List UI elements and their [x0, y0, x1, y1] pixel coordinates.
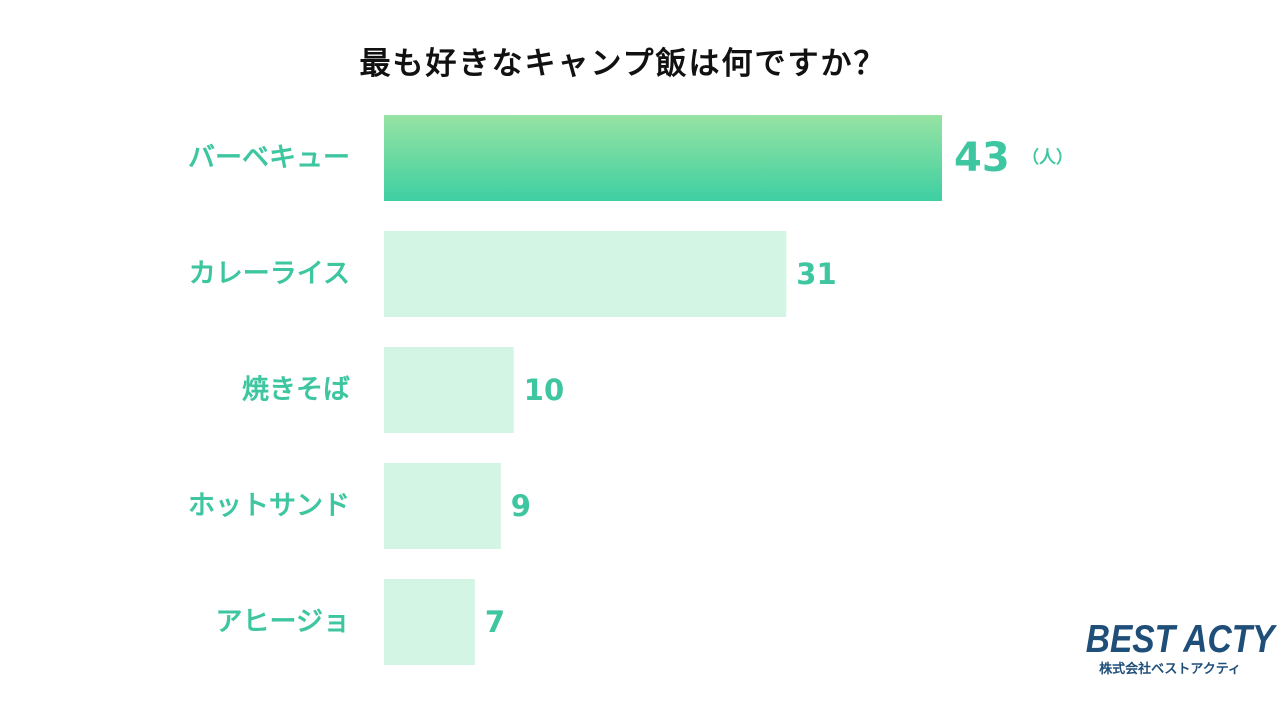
bar [384, 115, 942, 201]
value-label: 43 [954, 135, 1010, 181]
bar [384, 231, 787, 317]
category-label: ホットサンド [188, 491, 350, 522]
bar [384, 347, 514, 433]
chart-title: 最も好きなキャンプ飯は何ですか？ [359, 46, 887, 82]
bar [384, 463, 501, 549]
category-label: バーベキュー [188, 143, 350, 174]
company-logo: BEST ACTY 株式会社ベストアクティ [1072, 618, 1275, 678]
value-label: 10 [524, 373, 564, 407]
logo-wordmark: BEST ACTY [1085, 618, 1275, 661]
value-label: 9 [511, 489, 531, 523]
unit-label: （人） [1022, 147, 1073, 168]
value-label: 7 [485, 605, 505, 639]
value-label: 31 [796, 257, 836, 291]
logo-company-name: 株式会社ベストアクティ [1099, 662, 1241, 677]
bar [384, 579, 475, 665]
category-label: 焼きそば [242, 375, 350, 406]
bars-layer: バーベキュー 43 （人） カレーライス 31 焼きそば 10 ホットサンド 9 アヒージョ 7 [188, 115, 1073, 665]
category-label: カレーライス [189, 259, 350, 290]
category-label: アヒージョ [216, 607, 350, 638]
